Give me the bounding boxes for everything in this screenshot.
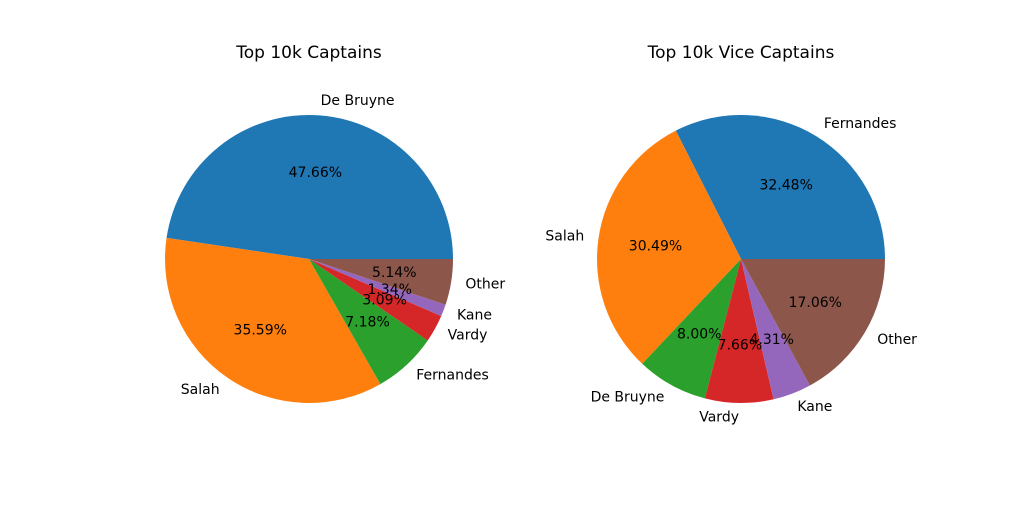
pie-slice-vardy [704, 259, 774, 403]
pie-slice-de-bruyne [642, 259, 741, 399]
pie-slice-salah [164, 237, 381, 403]
pie-slice-other [741, 259, 885, 386]
pie-slice-vardy [309, 259, 442, 341]
percent-label-de-bruyne: 47.66% [289, 165, 342, 181]
pie-slice-fernandes [675, 115, 885, 259]
pie-slice-de-bruyne [166, 115, 454, 259]
percent-label-fernandes: 7.18% [345, 315, 389, 331]
percent-label-fernandes: 32.48% [759, 177, 812, 193]
category-label-other: Other [877, 332, 917, 348]
category-label-fernandes: Fernandes [416, 368, 489, 384]
pie-chart-captains: Top 10k Captains De Bruyne 47.66% Salah 35.… [164, 43, 505, 403]
category-label-de-bruyne: De Bruyne [591, 390, 665, 406]
pie-slice-kane [741, 259, 810, 400]
percent-label-vardy: 7.66% [718, 337, 762, 353]
percent-label-other: 5.14% [372, 265, 416, 281]
pie-slice-kane [309, 259, 446, 317]
percent-label-de-bruyne: 8.00% [677, 327, 721, 343]
category-label-fernandes: Fernandes [824, 116, 897, 132]
percent-label-kane: 1.34% [367, 282, 411, 298]
percent-label-salah: 30.49% [629, 239, 682, 255]
pie-chart-vice-captains: Top 10k Vice Captains Fernandes 32.48% Sal… [545, 43, 917, 425]
percent-label-vardy: 3.09% [362, 293, 406, 309]
category-label-other: Other [465, 276, 505, 292]
percent-label-kane: 4.31% [749, 332, 793, 348]
chart-title: Top 10k Vice Captains [647, 43, 835, 63]
category-label-vardy: Vardy [699, 409, 739, 425]
pie-slice-other [309, 259, 453, 305]
category-label-salah: Salah [181, 382, 220, 398]
pie-slice-salah [597, 130, 741, 364]
percent-label-other: 17.06% [789, 295, 842, 311]
category-label-de-bruyne: De Bruyne [321, 93, 395, 109]
pie-slice-fernandes [309, 259, 428, 385]
chart-title: Top 10k Captains [235, 43, 382, 63]
category-label-salah: Salah [545, 228, 584, 244]
category-label-vardy: Vardy [448, 328, 488, 344]
category-label-kane: Kane [457, 308, 492, 324]
category-label-kane: Kane [797, 399, 832, 415]
percent-label-salah: 35.59% [234, 322, 287, 338]
